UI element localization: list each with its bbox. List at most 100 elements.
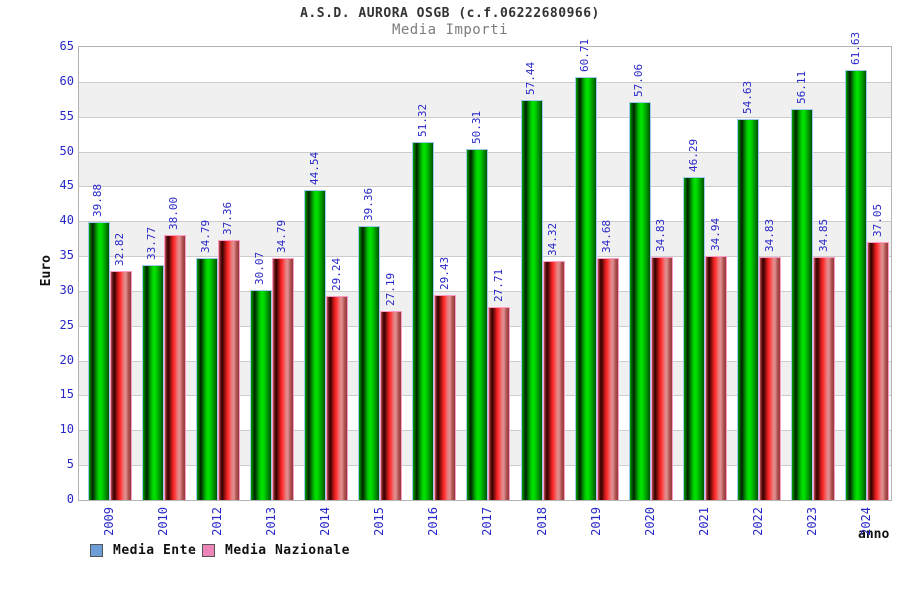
bar-media-nazionale-2016 bbox=[434, 295, 457, 500]
x-tick-label: 2023 bbox=[805, 507, 820, 536]
y-tick-label: 10 bbox=[59, 422, 74, 436]
bar-value-label: 34.79 bbox=[199, 219, 213, 253]
bar-media-nazionale-2019 bbox=[596, 258, 619, 500]
bar-media-nazionale-2024 bbox=[867, 242, 890, 500]
bar-value-label: 27.19 bbox=[383, 272, 397, 306]
bar-media-ente-2017 bbox=[466, 149, 489, 500]
bar-media-ente-2014 bbox=[304, 190, 326, 500]
bar-media-nazionale-2018 bbox=[542, 261, 565, 500]
y-tick-label: 55 bbox=[59, 109, 74, 123]
x-tick-label: 2010 bbox=[155, 507, 170, 536]
plot-area bbox=[78, 46, 892, 501]
bar-media-ente-2021 bbox=[683, 177, 705, 500]
bar-media-ente-2009 bbox=[87, 222, 110, 500]
bar-media-ente-2019 bbox=[574, 77, 597, 500]
legend-swatch-icon bbox=[202, 544, 215, 557]
bar-value-label: 37.36 bbox=[221, 201, 235, 235]
y-tick-label: 60 bbox=[59, 74, 74, 88]
bar-value-label: 34.83 bbox=[762, 218, 776, 252]
y-tick-label: 40 bbox=[59, 213, 74, 227]
legend-swatch-icon bbox=[90, 544, 103, 557]
bar-value-label: 50.31 bbox=[469, 110, 483, 144]
x-tick-label: 2015 bbox=[372, 507, 387, 536]
bar-value-label: 57.44 bbox=[524, 61, 538, 95]
bar-media-ente-2012 bbox=[195, 258, 218, 500]
y-tick-label: 50 bbox=[59, 144, 74, 158]
gridline bbox=[79, 117, 891, 118]
x-tick-label: 2021 bbox=[697, 507, 711, 536]
y-tick-label: 35 bbox=[59, 248, 74, 262]
bar-value-label: 34.85 bbox=[816, 218, 830, 252]
legend-item-media-nazionale: Media Nazionale bbox=[202, 543, 350, 558]
legend-label: Media Ente bbox=[113, 543, 197, 558]
plot-band bbox=[79, 81, 891, 117]
bar-value-label: 33.77 bbox=[145, 226, 159, 260]
x-tick-label: 2014 bbox=[318, 507, 332, 536]
bar-media-ente-2015 bbox=[358, 226, 381, 500]
bar-value-label: 34.79 bbox=[275, 219, 289, 253]
x-tick-label: 2009 bbox=[101, 507, 116, 536]
bar-media-nazionale-2023 bbox=[813, 257, 836, 500]
bar-media-nazionale-2013 bbox=[271, 258, 294, 500]
y-tick-label: 65 bbox=[59, 39, 74, 53]
bar-value-label: 37.05 bbox=[870, 203, 884, 237]
bar-value-label: 39.88 bbox=[91, 183, 104, 217]
bar-media-nazionale-2014 bbox=[326, 296, 348, 500]
bar-value-label: 34.32 bbox=[546, 222, 560, 256]
bar-media-nazionale-2015 bbox=[380, 311, 403, 500]
x-tick-label: 2020 bbox=[642, 507, 657, 536]
x-tick-label: 2019 bbox=[588, 507, 603, 536]
bar-value-label: 34.68 bbox=[600, 219, 614, 253]
bar-media-nazionale-2009 bbox=[109, 271, 132, 500]
bar-value-label: 32.82 bbox=[113, 232, 126, 266]
bar-media-ente-2020 bbox=[628, 102, 651, 500]
bar-value-label: 29.43 bbox=[437, 256, 451, 290]
bar-value-label: 38.00 bbox=[167, 196, 181, 230]
x-tick-label: 2016 bbox=[426, 507, 441, 536]
bar-value-label: 61.63 bbox=[848, 31, 862, 65]
x-tick-label: 2012 bbox=[209, 507, 224, 536]
bar-media-nazionale-2010 bbox=[163, 235, 186, 500]
bar-value-label: 54.63 bbox=[740, 80, 754, 114]
bar-value-label: 57.06 bbox=[632, 63, 646, 97]
x-tick-label: 2022 bbox=[751, 507, 766, 536]
bar-media-ente-2013 bbox=[249, 290, 272, 500]
bar-value-label: 56.11 bbox=[794, 70, 808, 104]
y-tick-label: 0 bbox=[66, 492, 74, 506]
bar-value-label: 60.71 bbox=[578, 38, 592, 72]
bar-value-label: 30.07 bbox=[253, 251, 267, 285]
bar-media-nazionale-2012 bbox=[217, 240, 240, 500]
y-tick-label: 15 bbox=[59, 387, 74, 401]
x-tick-label: 2013 bbox=[263, 507, 278, 536]
gridline bbox=[79, 82, 891, 83]
bar-media-nazionale-2021 bbox=[705, 256, 727, 500]
bar-media-ente-2018 bbox=[520, 100, 543, 500]
bar-value-label: 34.83 bbox=[654, 218, 668, 252]
bar-media-ente-2023 bbox=[791, 109, 814, 500]
chart-title: A.S.D. AURORA OSGB (c.f.06222680966) bbox=[300, 6, 600, 21]
bar-media-ente-2016 bbox=[412, 142, 435, 500]
x-tick-label: 2024 bbox=[859, 507, 874, 536]
y-tick-label: 30 bbox=[59, 283, 74, 297]
bar-value-label: 29.24 bbox=[329, 257, 343, 291]
y-tick-label: 20 bbox=[59, 353, 74, 367]
bar-value-label: 44.54 bbox=[307, 151, 321, 185]
y-tick-label: 45 bbox=[59, 178, 74, 192]
bar-value-label: 51.32 bbox=[415, 103, 429, 137]
bar-media-nazionale-2017 bbox=[488, 307, 511, 500]
bar-media-ente-2024 bbox=[845, 70, 868, 500]
bar-media-ente-2022 bbox=[737, 119, 760, 500]
x-tick-label: 2017 bbox=[480, 507, 495, 536]
bar-value-label: 27.71 bbox=[491, 268, 505, 302]
bar-media-ente-2010 bbox=[141, 265, 164, 500]
bar-value-label: 46.29 bbox=[686, 138, 700, 172]
legend-item-media-ente: Media Ente bbox=[90, 543, 196, 558]
bar-value-label: 34.94 bbox=[708, 217, 722, 251]
chart-subtitle: Media Importi bbox=[391, 22, 509, 38]
y-tick-label: 25 bbox=[59, 318, 74, 332]
x-axis-title: anno bbox=[858, 527, 890, 542]
legend-label: Media Nazionale bbox=[225, 543, 350, 558]
bar-value-label: 39.36 bbox=[361, 187, 375, 221]
y-tick-label: 5 bbox=[66, 457, 74, 471]
